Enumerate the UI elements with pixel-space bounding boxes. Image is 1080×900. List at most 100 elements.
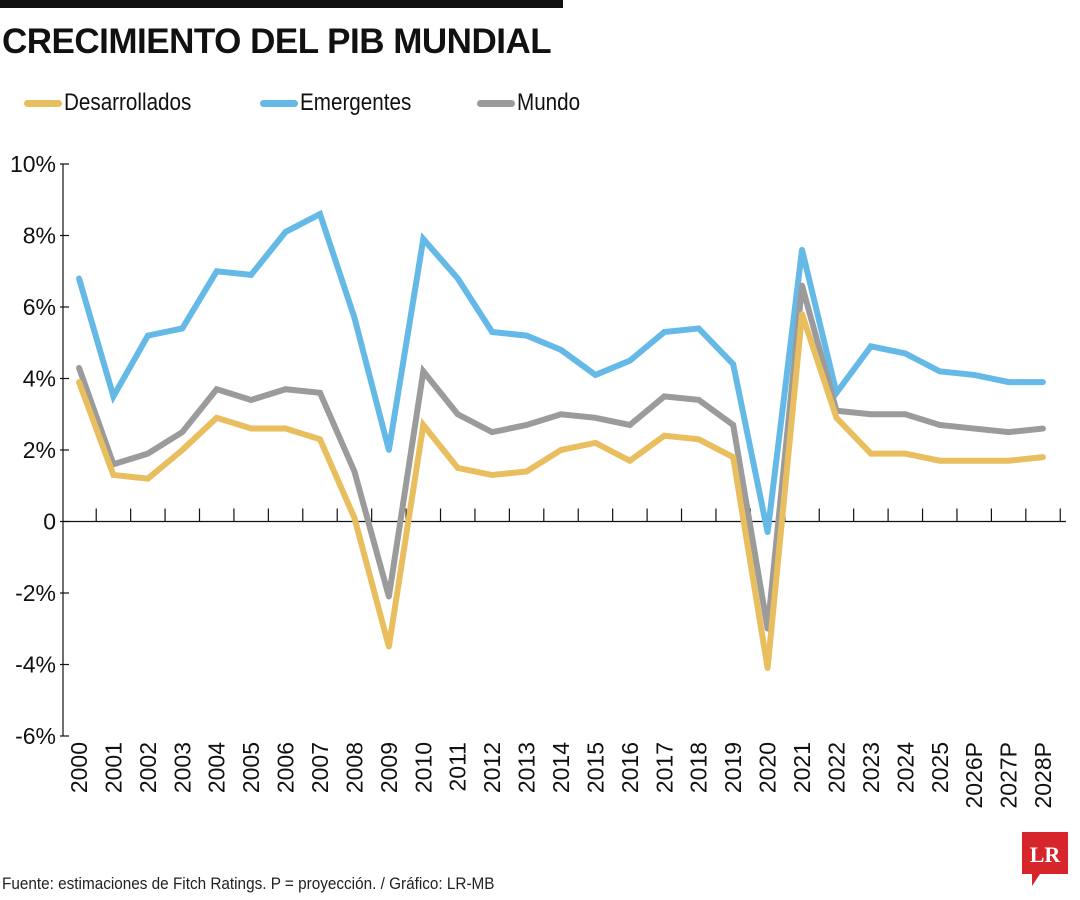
data-point-mundo (144, 450, 151, 457)
y-tick-label: 6% (23, 294, 56, 320)
x-tick-label: 2004 (204, 742, 230, 793)
data-point-emergentes (213, 268, 220, 275)
data-point-mundo (902, 411, 909, 418)
data-point-emergentes (730, 361, 737, 368)
data-point-mundo (558, 411, 564, 418)
data-point-emergentes (248, 271, 255, 278)
data-point-desarrollados (179, 447, 186, 453)
legend-item-emergentes: Emergentes (260, 91, 429, 115)
data-point-emergentes (626, 357, 633, 364)
x-tick-label: 2013 (514, 742, 540, 793)
y-axis: 10% 8% 6% 4% 2% 0 -2% -4% -6% (10, 151, 69, 749)
data-point-desarrollados (1040, 454, 1046, 461)
data-point-desarrollados (971, 457, 978, 464)
lr-logo-icon: LR (1022, 832, 1068, 886)
data-point-emergentes (454, 275, 461, 282)
x-tick-label: 2012 (479, 742, 505, 793)
legend-label-mundo: Mundo (517, 89, 581, 116)
data-point-desarrollados (936, 457, 943, 464)
x-tick-label: 2016 (617, 742, 643, 793)
data-point-emergentes (385, 447, 392, 453)
data-point-desarrollados (695, 436, 702, 443)
x-axis: 2000 2001 2002 2003 2004 2005 2006 2007 2008 2009… (63, 508, 1066, 809)
data-point-emergentes (489, 329, 496, 335)
data-point-emergentes (179, 325, 186, 332)
series-line-desarrollados (76, 313, 1044, 669)
data-point-mundo (936, 422, 943, 428)
data-point-mundo (76, 364, 82, 371)
data-point-mundo (282, 386, 289, 393)
data-point-desarrollados (902, 450, 909, 457)
legend-label-emergentes: Emergentes (300, 89, 412, 116)
x-tick-label: 2007 (307, 742, 333, 793)
lr-logo-text: LR (1030, 842, 1062, 867)
y-tick-label: 4% (23, 366, 56, 392)
y-tick-label: -4% (15, 652, 56, 678)
data-point-mundo (420, 368, 427, 375)
chart-title: CRECIMIENTO DEL PIB MUNDIAL (2, 22, 552, 61)
data-point-emergentes (420, 236, 427, 242)
data-point-emergentes (1040, 379, 1046, 385)
y-tick-label: 10% (10, 151, 56, 177)
data-point-emergentes (971, 372, 978, 378)
data-point-emergentes (1005, 379, 1012, 385)
data-point-emergentes (661, 329, 668, 335)
x-tick-label: 2028P (1030, 742, 1056, 809)
data-point-mundo (695, 397, 702, 403)
x-tick-label: 2002 (135, 742, 161, 793)
x-tick-label: 2027P (996, 742, 1022, 809)
data-point-emergentes (317, 211, 323, 217)
data-point-mundo (489, 429, 496, 436)
data-point-mundo (799, 282, 805, 289)
data-point-desarrollados (351, 515, 358, 521)
data-point-mundo (626, 422, 633, 428)
x-tick-label: 2008 (341, 742, 367, 793)
data-point-desarrollados (213, 414, 220, 421)
y-tick-label: 8% (23, 223, 56, 249)
data-point-desarrollados (523, 468, 530, 475)
data-point-emergentes (902, 350, 909, 357)
data-point-desarrollados (661, 432, 668, 439)
x-tick-label: 2022 (823, 742, 849, 793)
data-point-desarrollados (833, 414, 840, 421)
data-point-emergentes (764, 529, 771, 536)
data-point-desarrollados (110, 472, 117, 478)
data-point-desarrollados (76, 379, 82, 385)
data-point-desarrollados (489, 472, 496, 478)
legend-label-desarrollados: Desarrollados (64, 89, 192, 116)
series-line-emergentes (76, 209, 1044, 533)
x-tick-label: 2010 (410, 742, 436, 793)
data-point-emergentes (523, 332, 530, 339)
x-tick-label: 2017 (651, 742, 677, 793)
data-point-emergentes (592, 372, 599, 378)
data-point-mundo (867, 411, 874, 418)
x-tick-label: 2003 (169, 742, 195, 793)
x-tick-label: 2026P (961, 742, 987, 809)
legend-swatch-desarrollados (24, 99, 62, 107)
x-tick-label: 2009 (376, 742, 402, 793)
x-tick-label: 2018 (686, 742, 712, 793)
data-point-emergentes (799, 246, 805, 253)
data-point-emergentes (867, 343, 874, 350)
lr-logo-shape (1022, 832, 1068, 886)
data-point-mundo (454, 411, 461, 418)
data-point-desarrollados (420, 422, 427, 428)
data-point-desarrollados (385, 643, 392, 650)
data-point-emergentes (282, 229, 289, 235)
legend: Desarrollados Emergentes Mundo (24, 88, 639, 118)
x-tick-label: 2000 (66, 742, 92, 793)
data-point-emergentes (695, 325, 702, 332)
data-point-mundo (661, 393, 668, 400)
x-tick-label: 2025 (927, 742, 953, 793)
data-point-desarrollados (799, 311, 805, 318)
data-point-desarrollados (764, 665, 771, 671)
series-line-mundo (76, 284, 1044, 630)
data-point-desarrollados (317, 436, 323, 443)
data-point-desarrollados (144, 475, 151, 482)
data-point-mundo (179, 429, 186, 436)
data-point-mundo (1040, 425, 1046, 432)
legend-swatch-mundo (477, 99, 516, 107)
y-tick-label: 2% (23, 437, 56, 463)
series-lines (76, 209, 1046, 671)
data-point-desarrollados (1005, 457, 1012, 464)
